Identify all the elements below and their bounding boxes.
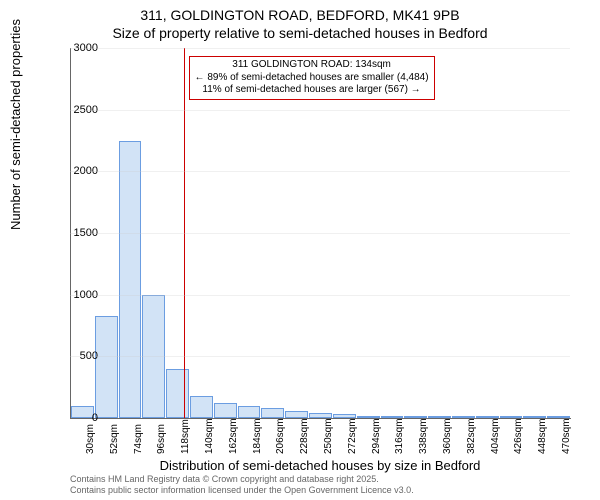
x-tick-label: 360sqm <box>442 418 453 454</box>
x-tick-label: 118sqm <box>180 419 191 454</box>
histogram-bar <box>214 403 237 418</box>
x-tick-label: 228sqm <box>299 418 310 454</box>
annotation-box: 311 GOLDINGTON ROAD: 134sqm← 89% of semi… <box>189 56 435 100</box>
x-tick-label: 96sqm <box>156 424 167 454</box>
y-axis-label: Number of semi-detached properties <box>8 19 23 230</box>
footer-line-1: Contains HM Land Registry data © Crown c… <box>70 474 414 485</box>
y-tick-label: 0 <box>92 412 98 424</box>
histogram-bar <box>285 411 308 418</box>
x-tick-label: 470sqm <box>561 418 572 454</box>
footer-line-2: Contains public sector information licen… <box>70 485 414 496</box>
x-tick-label: 294sqm <box>371 418 382 454</box>
histogram-bar <box>71 406 94 418</box>
chart-container: 311, GOLDINGTON ROAD, BEDFORD, MK41 9PB … <box>0 0 600 500</box>
x-tick-label: 338sqm <box>418 418 429 454</box>
annotation-line-2: ← 89% of semi-detached houses are smalle… <box>195 72 429 85</box>
histogram-bar <box>238 406 261 418</box>
histogram-bar <box>309 413 332 418</box>
annotation-line-3: 11% of semi-detached houses are larger (… <box>195 84 429 97</box>
x-tick-label: 426sqm <box>513 418 524 454</box>
histogram-bar <box>190 396 213 418</box>
x-tick-label: 316sqm <box>394 418 405 454</box>
histogram-bar <box>166 369 189 418</box>
histogram-bar <box>95 316 118 418</box>
x-tick-label: 74sqm <box>133 424 144 454</box>
x-tick-label: 448sqm <box>537 418 548 454</box>
annotation-line-1: 311 GOLDINGTON ROAD: 134sqm <box>195 59 429 72</box>
x-tick-label: 184sqm <box>252 418 263 454</box>
x-tick-label: 30sqm <box>85 424 96 454</box>
x-tick-label: 272sqm <box>347 418 358 454</box>
histogram-bar <box>119 141 142 419</box>
x-tick-label: 52sqm <box>109 424 120 454</box>
title-line-2: Size of property relative to semi-detach… <box>0 24 600 42</box>
x-tick-label: 206sqm <box>275 418 286 454</box>
x-tick-label: 250sqm <box>323 418 334 454</box>
title-line-1: 311, GOLDINGTON ROAD, BEDFORD, MK41 9PB <box>0 6 600 24</box>
x-tick-label: 162sqm <box>228 418 239 454</box>
x-axis-label: Distribution of semi-detached houses by … <box>70 458 570 473</box>
footer-attribution: Contains HM Land Registry data © Crown c… <box>70 474 414 497</box>
histogram-bar <box>261 408 284 418</box>
x-tick-label: 404sqm <box>490 418 501 454</box>
x-tick-label: 140sqm <box>204 418 215 454</box>
chart-title: 311, GOLDINGTON ROAD, BEDFORD, MK41 9PB … <box>0 0 600 42</box>
x-tick-label: 382sqm <box>466 418 477 454</box>
